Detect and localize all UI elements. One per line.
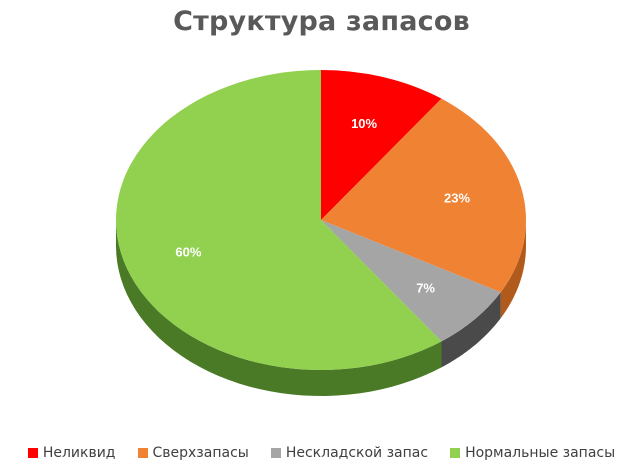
legend-label: Неликвид [42,445,116,461]
pie-labels: 10% 23% 7% 60% [175,116,470,296]
slice-1 [321,98,526,293]
legend-swatch [137,448,148,458]
data-label-0: 10% [351,116,377,131]
slice-side-3 [116,220,442,396]
slice-side-2 [441,292,501,368]
legend-item: Неликвид [27,445,116,461]
legend-label: Сверхзапасы [152,445,249,461]
legend-item: Нескладской запас [270,445,429,461]
legend-item: Нормальные запасы [450,445,615,461]
pie-depth [116,220,526,396]
slice-2 [321,220,501,342]
legend-swatch [27,448,38,458]
chart-title: Структура запасов [173,6,470,37]
data-label-2: 7% [416,281,435,296]
slice-0 [321,70,442,220]
pie-top [115,70,526,371]
legend-item: Сверхзапасы [137,445,249,461]
legend: Неликвид Сверхзапасы Нескладской запас Норм… [0,445,643,461]
data-label-1: 23% [444,191,470,206]
legend-swatch [450,448,461,458]
slice-side-1 [500,220,526,319]
slice-3 [115,70,442,371]
legend-label: Нормальные запасы [465,445,616,461]
pie-chart: 10% 23% 7% 60% [115,70,526,396]
data-label-3: 60% [175,245,201,260]
legend-swatch [270,448,281,458]
legend-label: Нескладской запас [285,445,429,461]
